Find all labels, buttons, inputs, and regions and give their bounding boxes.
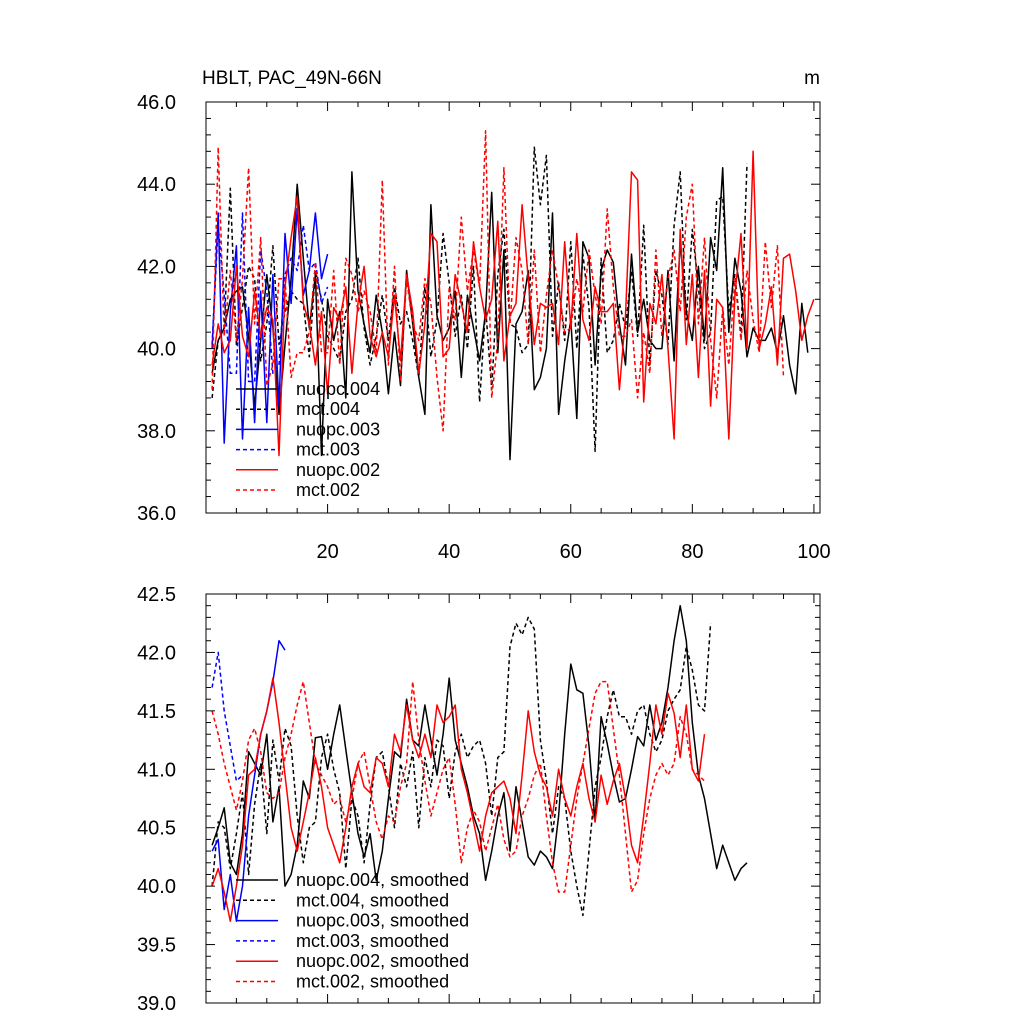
series-line-nuopc-004-smoothed (211, 604, 748, 887)
y-tick-label: 40.0 (137, 339, 176, 361)
legend-label: nuopc.003, smoothed (296, 911, 469, 931)
y-tick-label: 46.0 (137, 92, 176, 114)
chart-panel-1: 36.0 38.0 40.0 42.0 44.0 46.0 20 40 60 80 100 HBLT,… (137, 68, 831, 563)
y-tick-label: 36.0 (137, 503, 176, 525)
y-tick-label: 44.0 (137, 174, 176, 196)
y-tick-label: 40.0 (137, 876, 176, 898)
y-tick-label: 39.5 (137, 935, 176, 957)
legend-label: mct.002 (296, 480, 360, 500)
legend-label: mct.004 (296, 399, 360, 419)
series-line-mct-003-smoothed (211, 651, 244, 782)
units-label: m (804, 68, 820, 89)
chart-panel-2: 39.0 39.5 40.0 40.5 41.0 41.5 42.0 42.5 nuopc.00… (137, 584, 821, 1015)
x-tick-label: 100 (797, 541, 830, 563)
legend-label: mct.003, smoothed (296, 931, 449, 951)
y-tick-label: 40.5 (137, 818, 176, 840)
y-tick-label: 42.0 (137, 642, 176, 664)
series-line-mct-004 (211, 146, 748, 453)
x-tick-label: 60 (560, 541, 582, 563)
legend-label: nuopc.002, smoothed (296, 951, 469, 971)
series-line-nuopc-004 (211, 167, 809, 461)
x-tick-label: 80 (681, 541, 703, 563)
plot-frame (205, 593, 821, 1004)
chart-title: HBLT, PAC_49N-66N (202, 68, 382, 89)
legend-label: nuopc.004 (296, 379, 380, 399)
series-line-mct-003 (211, 212, 329, 383)
series-line-mct-002-smoothed (211, 680, 706, 893)
y-tick-label: 42.0 (137, 256, 176, 278)
x-tick-label: 20 (316, 541, 338, 563)
series-line-nuopc-002 (211, 150, 815, 457)
legend-label: nuopc.004, smoothed (296, 870, 469, 890)
y-tick-label: 41.5 (137, 701, 176, 723)
y-tick-label: 39.0 (137, 993, 176, 1015)
x-tick-label: 40 (438, 541, 460, 563)
y-tick-label: 42.5 (137, 584, 176, 606)
series-line-nuopc-003 (211, 208, 329, 444)
legend-label: nuopc.002 (296, 460, 380, 480)
series-line-mct-002 (211, 130, 785, 432)
series-line-mct-004-smoothed (211, 616, 712, 917)
legend-label: mct.004, smoothed (296, 890, 449, 910)
legend-label: mct.003 (296, 440, 360, 460)
y-tick-label: 41.0 (137, 759, 176, 781)
y-tick-label: 38.0 (137, 421, 176, 443)
plot-frame (205, 101, 821, 514)
legend-label: nuopc.003 (296, 419, 380, 439)
legend-label: mct.002, smoothed (296, 972, 449, 992)
series-line-nuopc-002-smoothed (211, 677, 706, 922)
legend: nuopc.004mct.004nuopc.003mct.003nuopc.00… (236, 379, 380, 500)
